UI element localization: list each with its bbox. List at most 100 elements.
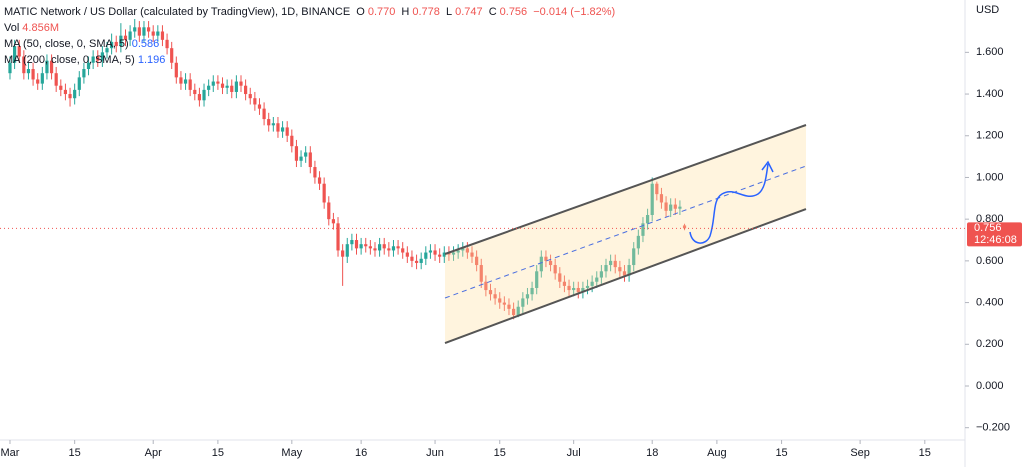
candle-body: [156, 31, 160, 36]
candle-body: [244, 85, 248, 95]
candle-body: [110, 41, 114, 49]
candle-body: [590, 281, 594, 286]
candle-body: [535, 271, 539, 288]
candle-body: [465, 248, 469, 253]
candle-body: [207, 85, 211, 90]
y-tick-label: 1.200: [976, 130, 1004, 142]
candle-body: [49, 60, 54, 74]
candle-body: [225, 85, 229, 88]
candle-body: [627, 265, 631, 276]
change: −0.014 (−1.82%): [533, 6, 616, 18]
candle-body: [308, 152, 312, 168]
y-tick-label: 1.000: [976, 171, 1004, 183]
candle-body: [567, 285, 571, 291]
candle-body: [414, 260, 419, 263]
symbol: MATIC Network / US Dollar (calculated by…: [4, 6, 351, 18]
candle-body: [382, 244, 386, 249]
candle-body: [105, 48, 109, 53]
candle-body: [359, 244, 363, 249]
candle-body: [391, 246, 396, 251]
candle-body: [655, 183, 659, 195]
candle-body: [479, 265, 483, 282]
legend-row: MATIC Network / US Dollar (calculated by…: [4, 4, 618, 20]
candle-body: [317, 177, 322, 184]
candle-body: [165, 39, 169, 49]
legend: MATIC Network / US Dollar (calculated by…: [4, 4, 618, 68]
y-tick-label: 0.000: [976, 380, 1004, 392]
vol-key: Vol: [4, 22, 20, 34]
ohlc-value: 0.778: [412, 6, 440, 18]
candle-body: [650, 183, 654, 215]
x-tick-label: 15: [212, 447, 224, 459]
candle-body: [387, 248, 391, 251]
candle-body: [442, 252, 446, 257]
ohlc-key: O: [356, 6, 365, 18]
candle-body: [119, 35, 123, 47]
x-tick-label: 16: [355, 447, 367, 459]
candle-body: [641, 223, 645, 236]
candles: [8, 18, 687, 320]
candle-body: [673, 204, 677, 209]
legend-row: Vol 4.856M: [4, 20, 618, 36]
candle-body: [336, 223, 340, 251]
candle-body: [585, 285, 590, 288]
candle-body: [539, 256, 543, 272]
candle-body: [595, 277, 599, 282]
candle-body: [341, 250, 345, 257]
candle-body: [599, 271, 603, 278]
candle-body: [267, 119, 271, 126]
candle-body: [82, 69, 86, 78]
ma-value: 1.196: [137, 54, 166, 66]
y-tick-label: 0.600: [976, 255, 1004, 267]
ma-label[interactable]: MA (200, close, 0, SMA, 5): [4, 54, 135, 66]
countdown: 12:46:08: [974, 234, 1017, 246]
x-tick-label: 18: [646, 447, 658, 459]
candle-body: [45, 60, 49, 74]
candle-body: [618, 267, 622, 272]
channel-upper: [444, 124, 807, 255]
candle-body: [613, 260, 617, 268]
ma-label[interactable]: MA (50, close, 0, SMA, 5): [4, 38, 129, 50]
candle-body: [68, 94, 72, 99]
candle-body: [179, 77, 183, 84]
x-tick-label: 15: [775, 447, 787, 459]
candle-body: [373, 248, 377, 251]
candle-body: [13, 46, 17, 63]
x-tick-label: 15: [494, 447, 506, 459]
candle-body: [8, 62, 12, 74]
last-price-badge: [967, 222, 1022, 247]
candle-body: [86, 62, 91, 70]
candle-body: [622, 271, 627, 276]
x-tick-label: Apr: [145, 447, 162, 459]
candle-body: [424, 252, 428, 259]
x-tick-label: 15: [69, 447, 81, 459]
candle-body: [331, 219, 336, 224]
candle-body: [248, 94, 252, 99]
candle-body: [234, 81, 238, 92]
ohlc-value: 0.756: [499, 6, 528, 18]
last-price-label: 0.756: [974, 222, 1002, 234]
candle-body: [664, 202, 668, 211]
y-tick-label: −0.200: [976, 422, 1010, 434]
candle-body: [438, 254, 442, 257]
candle-body: [405, 252, 409, 257]
candle-body: [114, 41, 118, 47]
candle-body: [475, 256, 479, 266]
y-tick-label: 0.200: [976, 338, 1004, 350]
candle-body: [17, 46, 21, 57]
x-tick-label: Aug: [707, 447, 727, 459]
candle-body: [659, 194, 664, 203]
drawings: [444, 124, 807, 344]
candle-body: [197, 94, 202, 101]
candle-body: [73, 89, 77, 99]
candle-body: [77, 77, 81, 90]
candle-body: [364, 244, 368, 247]
channel-median: [444, 165, 807, 299]
candle-body: [183, 79, 188, 84]
x-tick-label: May: [281, 447, 302, 459]
ohlc-key: H: [401, 6, 410, 18]
y-tick-label: 0.400: [976, 296, 1004, 308]
legend-row: MA (50, close, 0, SMA, 5) 0.586: [4, 36, 618, 52]
